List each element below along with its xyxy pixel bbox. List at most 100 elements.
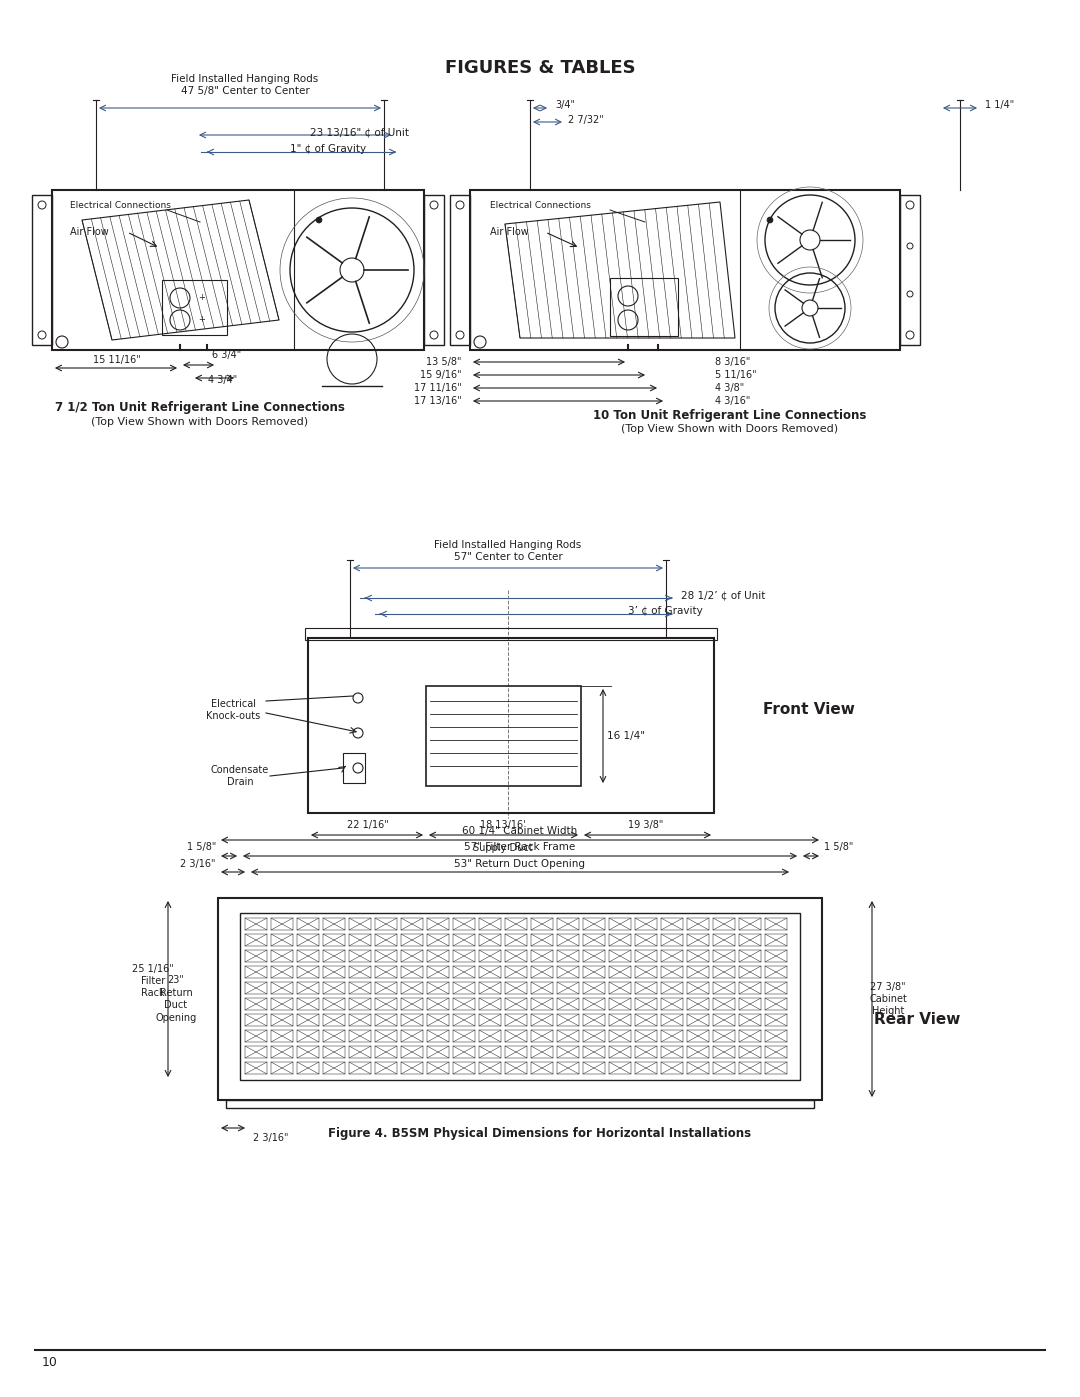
Bar	[609, 965, 631, 978]
Bar	[349, 935, 372, 946]
Bar	[349, 950, 372, 963]
Bar	[297, 1030, 319, 1042]
Text: (Top View Shown with Doors Removed): (Top View Shown with Doors Removed)	[621, 425, 838, 434]
Circle shape	[316, 217, 322, 224]
Bar	[661, 1046, 683, 1058]
Bar	[765, 950, 787, 963]
Bar	[343, 753, 365, 782]
Bar	[635, 1046, 657, 1058]
Bar	[323, 950, 345, 963]
Bar	[297, 965, 319, 978]
Bar	[349, 1046, 372, 1058]
Bar	[323, 965, 345, 978]
Text: 18 13/16': 18 13/16'	[481, 820, 526, 830]
Bar	[427, 965, 449, 978]
Text: Electrical Connections: Electrical Connections	[70, 201, 171, 211]
Bar	[583, 1046, 605, 1058]
Text: 6 3/4": 6 3/4"	[212, 351, 241, 360]
Bar	[401, 935, 423, 946]
Bar	[661, 918, 683, 930]
Bar	[323, 1030, 345, 1042]
Text: 57" Filter Rack Frame: 57" Filter Rack Frame	[464, 842, 576, 852]
Text: 1 1/4": 1 1/4"	[985, 101, 1014, 110]
Bar	[661, 935, 683, 946]
Bar	[349, 918, 372, 930]
Bar	[713, 982, 735, 995]
Bar	[297, 997, 319, 1010]
Bar	[765, 997, 787, 1010]
Bar	[470, 190, 900, 351]
Bar	[739, 965, 761, 978]
Bar	[609, 1046, 631, 1058]
Text: 25 1/16"
Filter
Rack: 25 1/16" Filter Rack	[132, 964, 174, 999]
Bar	[557, 1062, 579, 1074]
Bar	[375, 935, 397, 946]
Bar	[609, 982, 631, 995]
Text: 28 1/2’ ¢ of Unit: 28 1/2’ ¢ of Unit	[681, 590, 766, 599]
Bar	[427, 982, 449, 995]
Bar	[480, 1014, 501, 1025]
Bar	[297, 918, 319, 930]
Bar	[226, 1099, 814, 1108]
Bar	[505, 1014, 527, 1025]
Bar	[323, 935, 345, 946]
Bar	[349, 1014, 372, 1025]
Bar	[687, 997, 708, 1010]
Bar	[505, 1046, 527, 1058]
Bar	[375, 1014, 397, 1025]
Bar	[245, 918, 267, 930]
Bar	[765, 982, 787, 995]
Text: 2 7/32": 2 7/32"	[568, 115, 604, 124]
Bar	[427, 1014, 449, 1025]
Bar	[297, 935, 319, 946]
Bar	[713, 1030, 735, 1042]
Bar	[661, 965, 683, 978]
Bar	[401, 965, 423, 978]
Bar	[271, 918, 293, 930]
Bar	[557, 997, 579, 1010]
Bar	[739, 1014, 761, 1025]
Bar	[531, 982, 553, 995]
Bar	[401, 1062, 423, 1074]
Bar	[349, 1030, 372, 1042]
Bar	[271, 982, 293, 995]
Bar	[480, 1062, 501, 1074]
Bar	[765, 965, 787, 978]
Bar	[271, 1014, 293, 1025]
Text: 8 3/16": 8 3/16"	[715, 358, 751, 367]
Bar	[687, 1046, 708, 1058]
Bar	[583, 1014, 605, 1025]
Bar	[531, 918, 553, 930]
Bar	[713, 950, 735, 963]
Bar	[609, 935, 631, 946]
Bar	[245, 997, 267, 1010]
Bar	[453, 1046, 475, 1058]
Bar	[661, 997, 683, 1010]
Text: Figure 4. B5SM Physical Dimensions for Horizontal Installations: Figure 4. B5SM Physical Dimensions for H…	[328, 1126, 752, 1140]
Bar	[739, 1046, 761, 1058]
Bar	[375, 1062, 397, 1074]
Bar	[453, 918, 475, 930]
Text: 1 5/8": 1 5/8"	[824, 842, 853, 852]
Bar	[427, 997, 449, 1010]
Bar	[427, 935, 449, 946]
Bar	[739, 1062, 761, 1074]
Bar	[610, 278, 678, 337]
Bar	[453, 965, 475, 978]
Bar	[687, 950, 708, 963]
Bar	[271, 1030, 293, 1042]
Text: 1" ¢ of Gravity: 1" ¢ of Gravity	[291, 144, 366, 154]
Text: 2 3/16": 2 3/16"	[253, 1133, 288, 1143]
Bar	[505, 1062, 527, 1074]
Text: 53" Return Duct Opening: 53" Return Duct Opening	[455, 859, 585, 869]
Bar	[480, 935, 501, 946]
Bar	[480, 1046, 501, 1058]
Bar	[713, 935, 735, 946]
Bar	[240, 914, 800, 1080]
Text: 4 3/4": 4 3/4"	[208, 374, 238, 386]
Bar	[687, 965, 708, 978]
Text: 23"
Return
Duct
Opening: 23" Return Duct Opening	[156, 975, 197, 1023]
Bar	[480, 965, 501, 978]
Text: Air Flow: Air Flow	[490, 226, 529, 237]
Bar	[765, 935, 787, 946]
